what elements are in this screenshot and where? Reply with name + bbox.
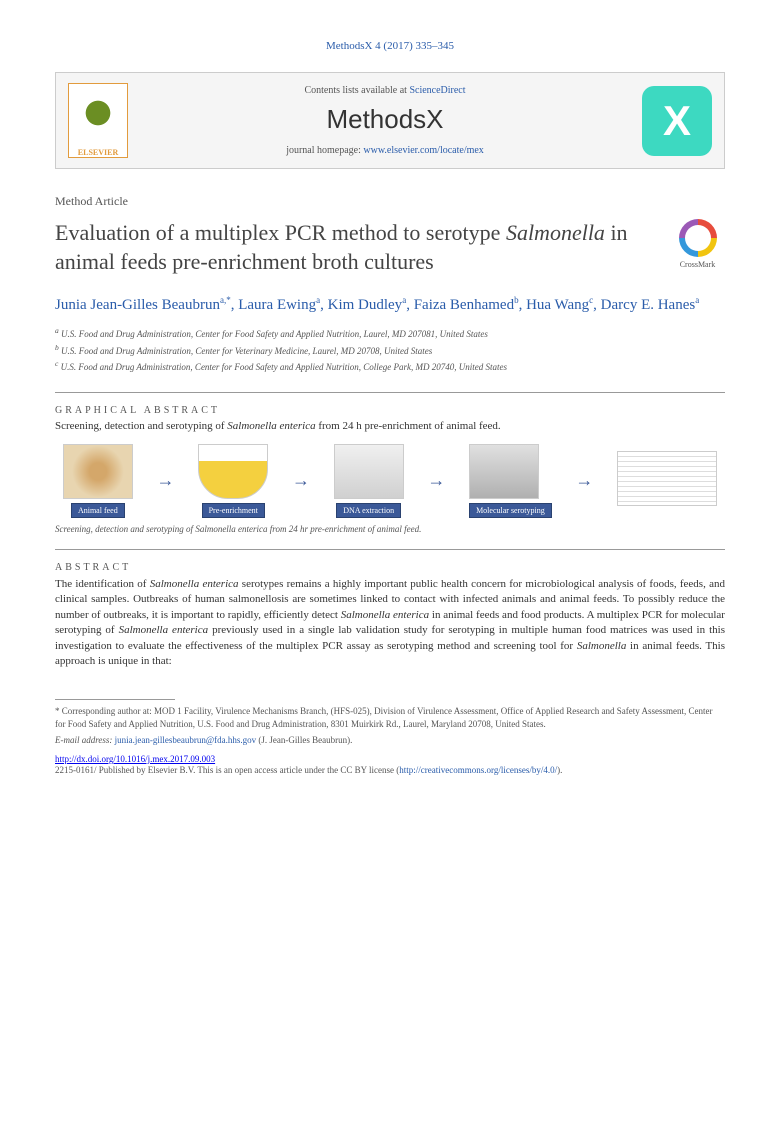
workflow-image-pcr: [469, 444, 539, 499]
doi-link[interactable]: http://dx.doi.org/10.1016/j.mex.2017.09.…: [55, 754, 725, 764]
homepage-link[interactable]: www.elsevier.com/locate/mex: [363, 145, 483, 156]
journal-homepage: journal homepage: www.elsevier.com/locat…: [140, 145, 630, 156]
affiliation: a U.S. Food and Drug Administration, Cen…: [55, 326, 725, 341]
workflow-image-results: [617, 451, 717, 506]
journal-reference: MethodsX 4 (2017) 335–345: [55, 40, 725, 52]
workflow-step: Animal feed: [63, 444, 133, 518]
workflow-image-broth: [198, 444, 268, 499]
graphical-abstract-text: Screening, detection and serotyping of S…: [55, 420, 725, 432]
author: Kim Dudleya: [328, 297, 407, 313]
author: Junia Jean-Gilles Beaubruna,*: [55, 297, 231, 313]
journal-name: MethodsX: [140, 104, 630, 135]
workflow-diagram: Animal feed → Pre-enrichment → DNA extra…: [55, 444, 725, 518]
affiliation: b U.S. Food and Drug Administration, Cen…: [55, 343, 725, 358]
author: Hua Wangc: [526, 297, 593, 313]
workflow-image-extraction: [334, 444, 404, 499]
workflow-step: Molecular serotyping: [469, 444, 552, 518]
methodsx-logo: X: [642, 86, 712, 156]
graphical-abstract-label: GRAPHICAL ABSTRACT: [55, 405, 725, 416]
article-type: Method Article: [55, 194, 725, 209]
arrow-icon: →: [157, 470, 175, 491]
email-author: (J. Jean-Gilles Beaubrun).: [258, 735, 352, 745]
workflow-label: Pre-enrichment: [202, 503, 265, 518]
copyright-text: 2215-0161/ Published by Elsevier B.V. Th…: [55, 764, 725, 777]
elsevier-logo: ELSEVIER: [68, 83, 128, 158]
mex-x: X: [663, 97, 691, 145]
title-p1: Evaluation of a multiplex PCR method to …: [55, 220, 506, 245]
elsevier-label: ELSEVIER: [78, 148, 118, 157]
sciencedirect-link[interactable]: ScienceDirect: [409, 85, 465, 96]
arrow-icon: →: [575, 470, 593, 491]
authors-list: Junia Jean-Gilles Beaubruna,*, Laura Ewi…: [55, 294, 725, 316]
abstract-text: The identification of Salmonella enteric…: [55, 577, 725, 669]
email-label: E-mail address:: [55, 735, 112, 745]
header-center: Contents lists available at ScienceDirec…: [140, 85, 630, 156]
article-title: Evaluation of a multiplex PCR method to …: [55, 219, 655, 276]
divider: [55, 549, 725, 550]
arrow-icon: →: [292, 470, 310, 491]
title-italic: Salmonella: [506, 220, 605, 245]
crossmark-label: CrossMark: [680, 260, 716, 269]
title-row: Evaluation of a multiplex PCR method to …: [55, 219, 725, 276]
author: Laura Ewinga: [238, 297, 320, 313]
workflow-step: DNA extraction: [334, 444, 404, 518]
workflow-label: Animal feed: [71, 503, 125, 518]
journal-header-box: ELSEVIER Contents lists available at Sci…: [55, 72, 725, 169]
crossmark-icon: [679, 219, 717, 257]
workflow-label: Molecular serotyping: [469, 503, 552, 518]
corresponding-footnote: * Corresponding author at: MOD 1 Facilit…: [55, 705, 725, 730]
arrow-icon: →: [427, 470, 445, 491]
workflow-image-feed: [63, 444, 133, 499]
affiliations: a U.S. Food and Drug Administration, Cen…: [55, 326, 725, 374]
footnote-divider: [55, 699, 175, 700]
email-footnote: E-mail address: junia.jean-gillesbeaubru…: [55, 734, 725, 747]
homepage-text: journal homepage:: [286, 145, 363, 156]
workflow-caption: Screening, detection and serotyping of S…: [55, 524, 725, 534]
contents-available: Contents lists available at ScienceDirec…: [140, 85, 630, 96]
email-link[interactable]: junia.jean-gillesbeaubrun@fda.hhs.gov: [115, 735, 257, 745]
contents-text: Contents lists available at: [304, 85, 409, 96]
crossmark-badge[interactable]: CrossMark: [670, 219, 725, 269]
author: Faiza Benhamedb: [414, 297, 519, 313]
workflow-label: DNA extraction: [336, 503, 401, 518]
abstract-label: ABSTRACT: [55, 562, 725, 573]
divider: [55, 392, 725, 393]
workflow-step: Pre-enrichment: [198, 444, 268, 518]
license-link[interactable]: http://creativecommons.org/licenses/by/4…: [399, 765, 557, 775]
author: Darcy E. Hanesa: [601, 297, 700, 313]
elsevier-tree-icon: [78, 98, 118, 148]
affiliation: c U.S. Food and Drug Administration, Cen…: [55, 359, 725, 374]
page-container: MethodsX 4 (2017) 335–345 ELSEVIER Conte…: [0, 0, 780, 817]
workflow-step: [617, 451, 717, 510]
